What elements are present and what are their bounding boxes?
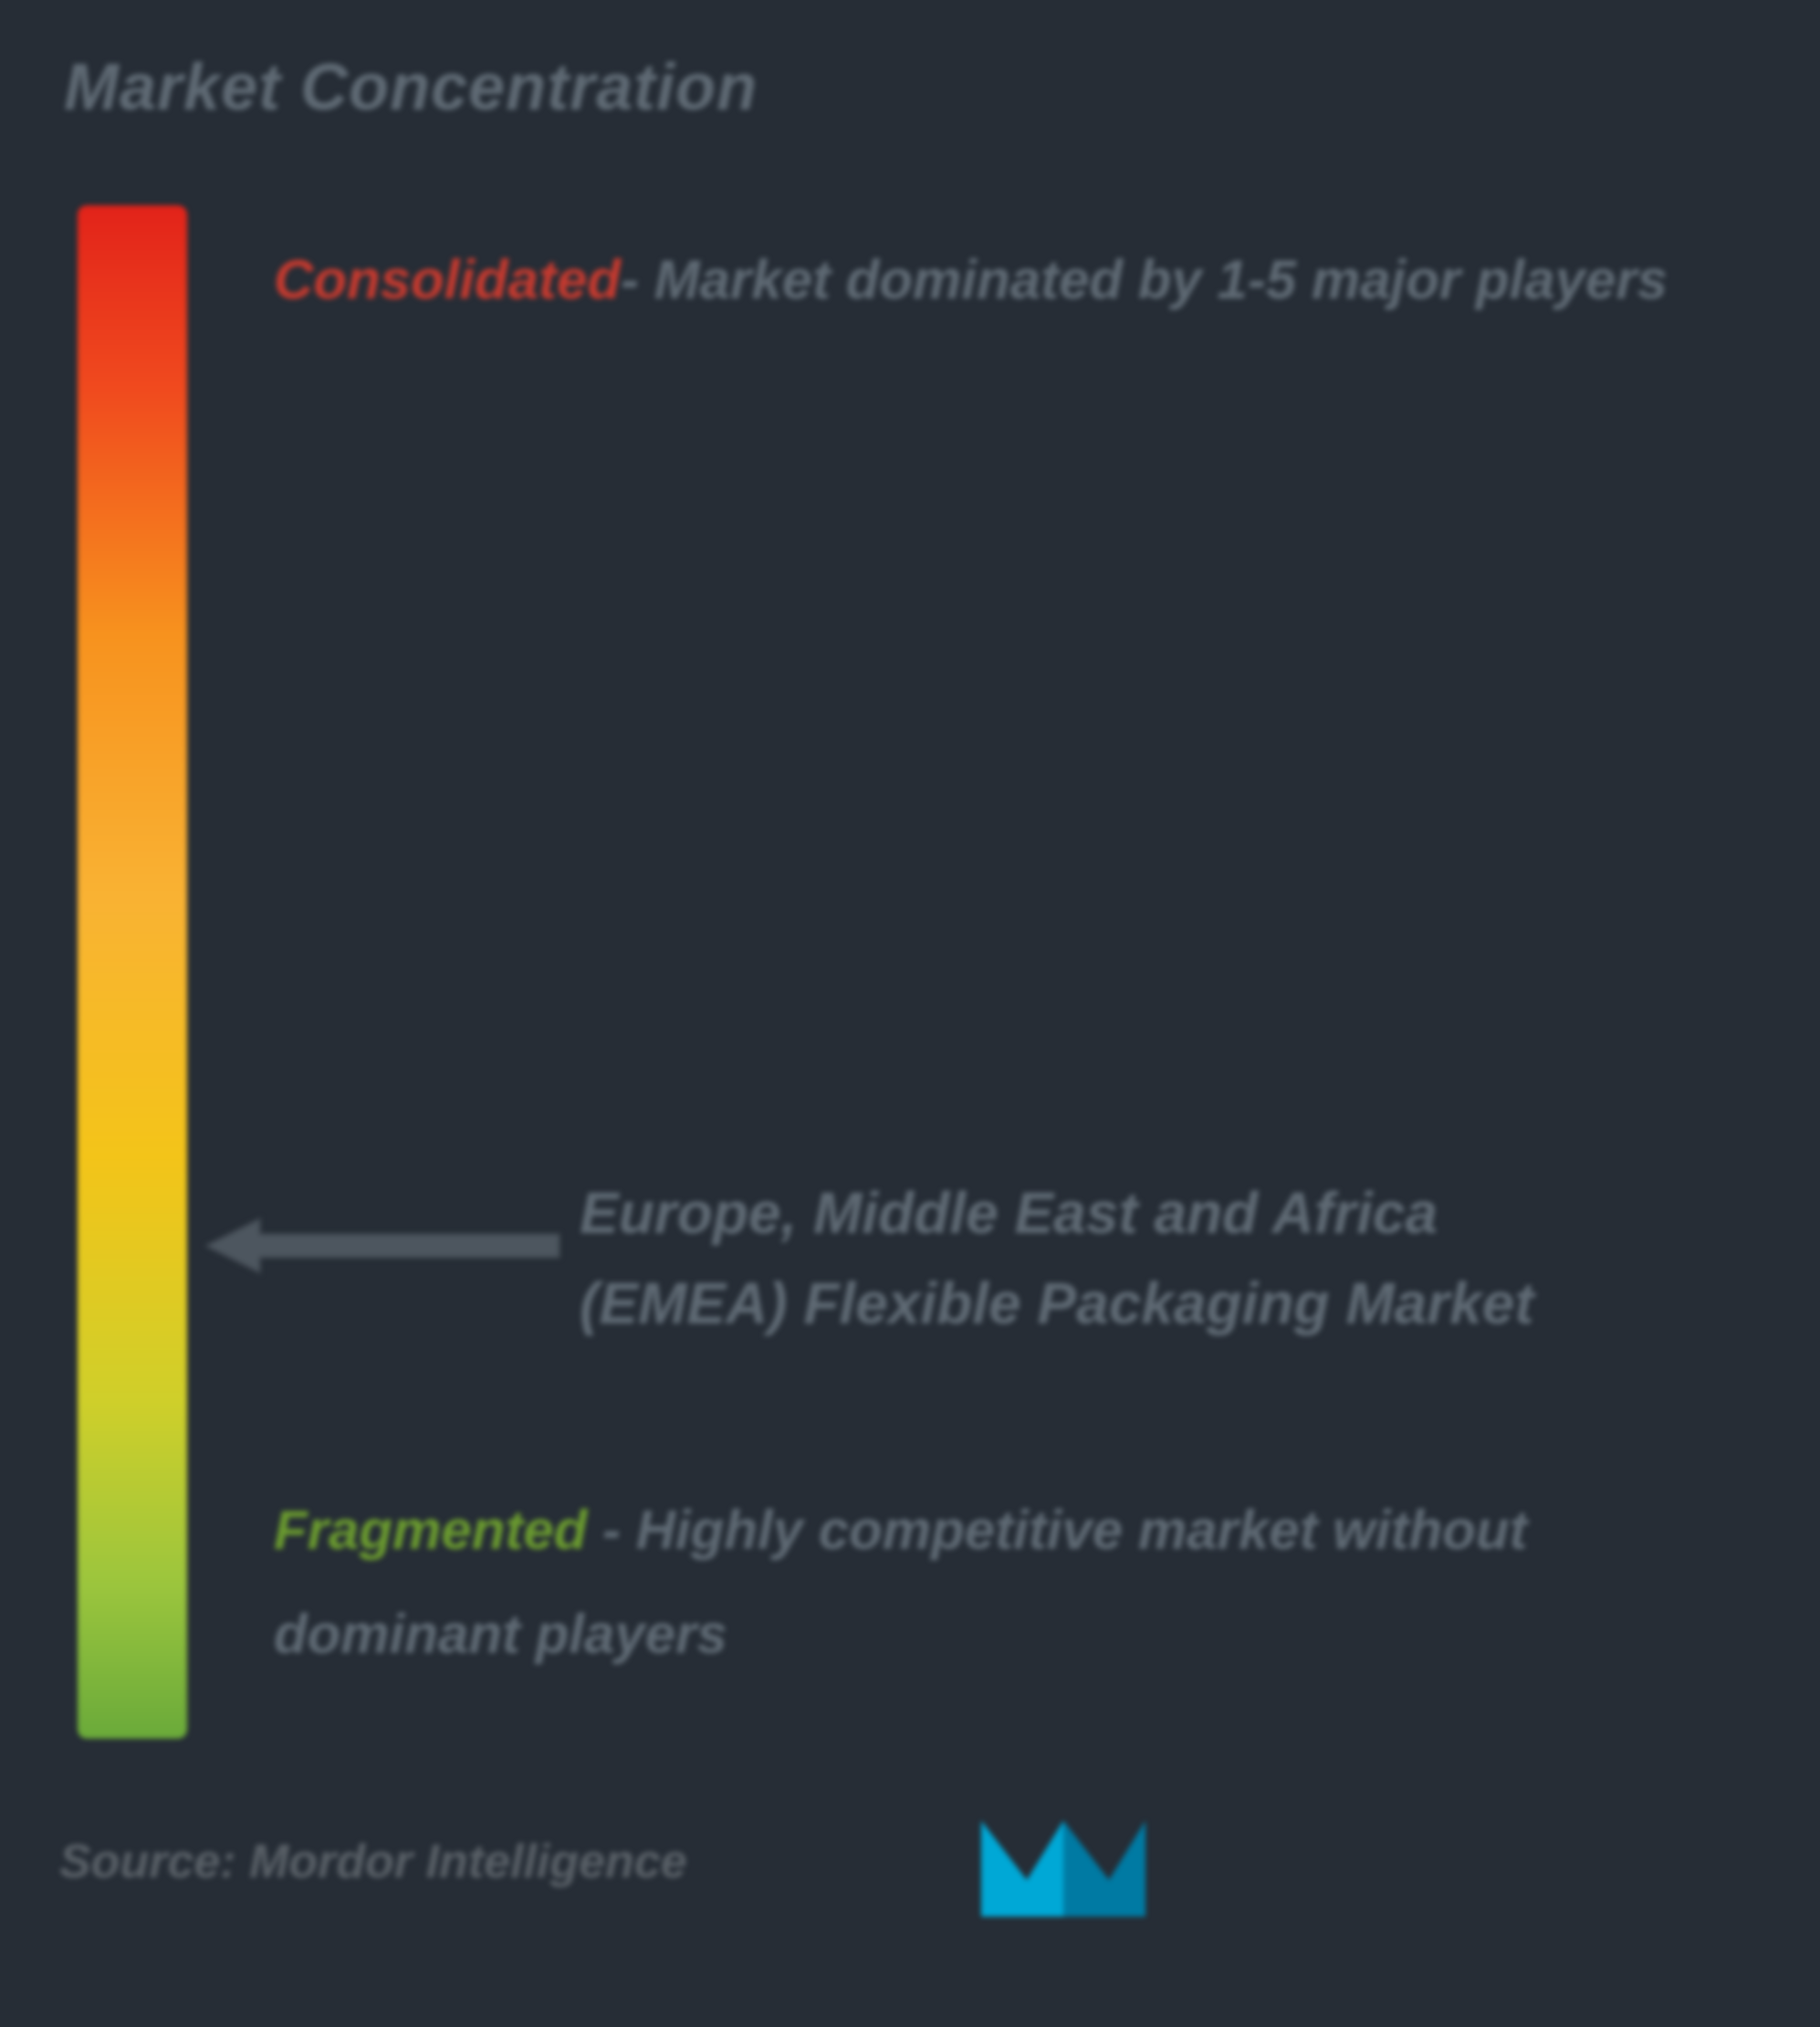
marker-arrow-icon: [205, 1214, 561, 1278]
consolidated-label: Consolidated- Market dominated by 1-5 ma…: [274, 228, 1734, 332]
page-title: Market Concentration: [64, 50, 758, 125]
marker-label-line2: (EMEA) Flexible Packaging Market: [580, 1270, 1534, 1336]
mordor-logo-icon: [977, 1793, 1150, 1930]
concentration-gradient-bar: [78, 205, 187, 1739]
source-line: Source: Mordor Intelligence: [59, 1834, 687, 1889]
marker-label-line1: Europe, Middle East and Africa: [580, 1180, 1438, 1246]
consolidated-rest: - Market dominated by 1-5 major players: [621, 249, 1668, 310]
fragmented-lead: Fragmented: [274, 1499, 587, 1561]
marker-label: Europe, Middle East and Africa (EMEA) Fl…: [580, 1168, 1784, 1349]
consolidated-lead: Consolidated: [274, 249, 621, 310]
fragmented-label: Fragmented - Highly competitive market w…: [274, 1478, 1734, 1687]
